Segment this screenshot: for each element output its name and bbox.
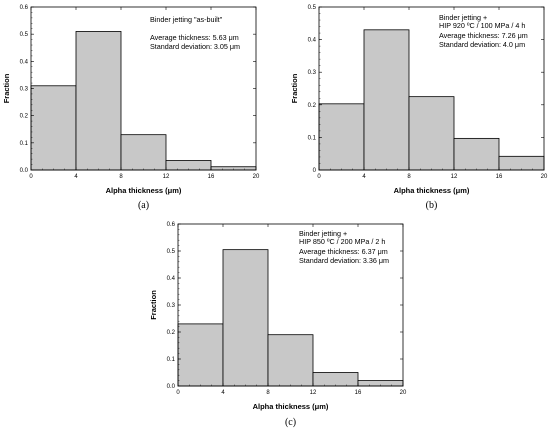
annotation-text: Binder jetting "as-built" xyxy=(150,15,223,24)
histogram-bar xyxy=(222,249,269,387)
x-tick-label: 4 xyxy=(74,174,78,180)
y-axis-label: Fraction xyxy=(290,73,299,103)
histogram-bar xyxy=(177,323,224,387)
x-tick-label: 16 xyxy=(355,390,362,396)
x-tick-label: 12 xyxy=(163,174,170,180)
histogram-bar xyxy=(267,334,314,387)
panel-caption: (a) xyxy=(138,200,149,211)
histogram-bar xyxy=(312,372,359,387)
annotation-text: HIP 920 ºC / 100 MPa / 4 h xyxy=(439,21,525,30)
histogram-bar xyxy=(318,103,365,171)
y-tick-label: 0.0 xyxy=(167,384,176,390)
histogram-bar xyxy=(75,31,122,171)
y-tick-label: 0.4 xyxy=(167,276,176,282)
histogram-bar xyxy=(453,137,500,171)
annotation-text: Average thickness: 6.37 μm xyxy=(299,247,388,256)
y-tick-label: 0.2 xyxy=(20,114,29,120)
histogram-bar xyxy=(498,155,545,171)
annotation-text: Average thickness: 5.63 μm xyxy=(150,33,239,42)
x-tick-label: 12 xyxy=(451,174,458,180)
y-axis-label: Fraction xyxy=(2,73,11,103)
x-tick-label: 8 xyxy=(119,174,123,180)
x-tick-label: 12 xyxy=(310,390,317,396)
annotation-text: Standard deviation: 4.0 μm xyxy=(439,40,525,49)
x-tick-label: 0 xyxy=(176,390,180,396)
y-tick-label: 0.1 xyxy=(308,135,317,141)
x-axis-label: Alpha thickness (μm) xyxy=(106,186,182,195)
x-tick-label: 0 xyxy=(317,174,321,180)
y-tick-label: 0.3 xyxy=(20,87,29,93)
y-tick-label: 0.6 xyxy=(20,5,29,11)
annotation-text: Average thickness: 7.26 μm xyxy=(439,31,528,40)
y-tick-label: 0.2 xyxy=(308,103,317,109)
panel-a: 0 4 8 12 16 20 0.0 0.1 0.2 0.3 0.4 0.5 0.6 Alpha thic… xyxy=(2,5,260,211)
annotation-text: Standard deviation: 3.05 μm xyxy=(150,42,240,51)
x-tick-label: 16 xyxy=(208,174,215,180)
panel-caption: (c) xyxy=(285,417,296,428)
y-tick-label: 0.0 xyxy=(20,168,29,174)
y-axis-label: Fraction xyxy=(149,290,158,320)
annotation-text: HIP 850 ºC / 200 MPa / 2 h xyxy=(299,237,385,246)
annotation-text: Binder jetting + xyxy=(299,229,347,238)
x-tick-label: 4 xyxy=(362,174,366,180)
y-tick-label: 0.4 xyxy=(20,59,29,65)
panel-caption: (b) xyxy=(426,200,438,211)
annotation-text: Binder jetting + xyxy=(439,13,487,22)
x-tick-label: 4 xyxy=(221,390,225,396)
y-tick-label: 0.1 xyxy=(167,357,176,363)
x-axis-label: Alpha thickness (μm) xyxy=(394,186,470,195)
panel-b: 0 4 8 12 16 20 0 0.1 0.2 0.3 0.4 0.5 Alpha thickness… xyxy=(290,5,548,211)
x-tick-label: 8 xyxy=(266,390,270,396)
x-tick-label: 0 xyxy=(29,174,33,180)
histogram-bar xyxy=(30,85,77,171)
y-tick-label: 0.3 xyxy=(167,303,176,309)
histogram-bar xyxy=(120,134,167,171)
histogram-bar xyxy=(408,96,455,171)
x-tick-label: 20 xyxy=(541,174,548,180)
y-tick-label: 0.4 xyxy=(308,38,317,44)
y-tick-label: 0.1 xyxy=(20,141,29,147)
y-tick-label: 0 xyxy=(313,168,317,174)
x-tick-label: 20 xyxy=(253,174,260,180)
y-tick-label: 0.5 xyxy=(308,5,317,11)
histogram-bar xyxy=(363,29,410,171)
x-tick-label: 8 xyxy=(407,174,411,180)
y-tick-label: 0.3 xyxy=(308,70,317,76)
y-tick-label: 0.2 xyxy=(167,330,176,336)
y-tick-label: 0.5 xyxy=(167,249,176,255)
y-tick-label: 0.6 xyxy=(167,222,176,228)
x-tick-label: 16 xyxy=(496,174,503,180)
x-axis-label: Alpha thickness (μm) xyxy=(253,402,329,411)
annotation-text: Standard deviation: 3.36 μm xyxy=(299,256,389,265)
panel-c: 0 4 8 12 16 20 0.0 0.1 0.2 0.3 0.4 0.5 0.6 Alpha thic… xyxy=(149,222,407,428)
x-tick-label: 20 xyxy=(400,390,407,396)
y-tick-label: 0.5 xyxy=(20,32,29,38)
